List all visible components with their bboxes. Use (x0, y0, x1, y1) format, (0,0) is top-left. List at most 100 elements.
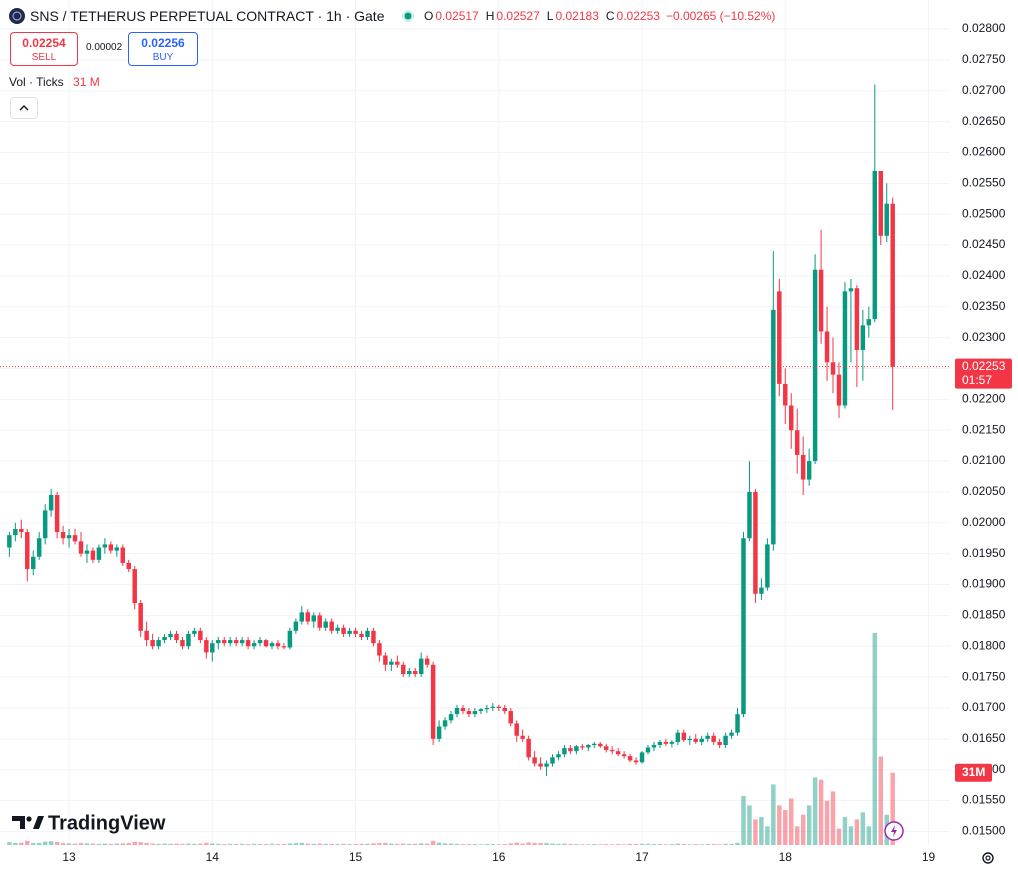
market-status (402, 10, 414, 22)
y-tick-label: 0.02400 (962, 268, 1006, 282)
candle-body (890, 203, 895, 367)
lightning-icon[interactable] (891, 825, 897, 837)
tradingview-logo: TradingView (12, 812, 166, 834)
y-tick-label: 0.02050 (962, 484, 1006, 498)
volume-bar (717, 844, 722, 845)
volume-bar (347, 844, 352, 845)
candle-body (711, 735, 716, 742)
volume-bar (741, 796, 746, 845)
candle-body (311, 615, 317, 622)
candle-body (544, 763, 549, 767)
volume-bar (359, 843, 364, 845)
volume-bar (502, 844, 507, 845)
volume-bar (383, 842, 388, 845)
volume-bar (448, 843, 454, 845)
candle-body (436, 726, 442, 739)
volume-bar (120, 843, 126, 845)
y-tick-label: 0.01700 (962, 700, 1006, 714)
candle-body (13, 528, 18, 536)
ohlc-key: C (605, 9, 615, 23)
candle-body (7, 535, 12, 548)
volume-bar (562, 843, 567, 845)
volume-bar (371, 843, 376, 845)
x-tick-label: 19 (922, 850, 936, 864)
volume-bar (430, 840, 436, 845)
candle-body (878, 170, 884, 236)
volume-bar (568, 844, 573, 845)
candle-body (759, 587, 764, 594)
y-tick-label: 0.02200 (962, 392, 1006, 406)
volume-bar (771, 784, 776, 845)
volume-bar (365, 843, 370, 845)
volume-bar (19, 842, 24, 845)
candle-body (657, 741, 663, 746)
y-tick-label: 0.02650 (962, 114, 1006, 128)
candle-body (794, 430, 800, 455)
candle-body (299, 612, 305, 622)
candle-body (281, 646, 287, 648)
candle-body (263, 640, 269, 647)
candle-body (496, 706, 502, 708)
volume-bar (198, 843, 203, 845)
candle-body (627, 756, 633, 761)
candle-body (866, 319, 872, 326)
volume-tag (955, 763, 992, 782)
volume-bar (508, 843, 513, 845)
volume-bar (627, 843, 633, 845)
candle-body (526, 738, 531, 758)
candle-body (448, 714, 454, 721)
candle-body (771, 309, 776, 545)
gear-icon[interactable] (982, 852, 994, 864)
candle-body (723, 735, 728, 746)
candle-body (598, 743, 603, 747)
volume-bar (878, 756, 884, 845)
volume-bar (789, 798, 794, 845)
volume-bar (484, 844, 490, 845)
volume-bar (675, 843, 681, 845)
gear-center[interactable] (985, 855, 991, 861)
lightning-button[interactable] (884, 821, 904, 841)
candle-body (66, 535, 72, 539)
candle-body (603, 746, 609, 750)
candle-body (717, 741, 722, 746)
volume-bar (520, 843, 525, 845)
volume-bar (603, 844, 609, 845)
volume-bar (227, 843, 233, 845)
candle-body (514, 723, 519, 736)
candle-body (168, 633, 173, 637)
volume-bar (436, 842, 442, 845)
collapse-button[interactable] (10, 97, 38, 119)
candle-body (72, 535, 78, 542)
volume-bar (538, 843, 543, 845)
candle-body (633, 760, 639, 763)
y-tick-label: 0.02550 (962, 175, 1006, 189)
volume-bar (592, 844, 597, 845)
volume-bar (233, 844, 239, 845)
candle-body (412, 670, 418, 675)
candle-body (150, 640, 155, 647)
candle-body (592, 743, 597, 746)
candle-body (54, 495, 60, 533)
candle-body (138, 603, 143, 631)
sell-label[interactable]: SELL (31, 52, 57, 63)
y-tick-label: 0.02500 (962, 206, 1006, 220)
candle-body (84, 550, 90, 554)
candle-body (180, 640, 185, 647)
volume-bar (777, 805, 782, 845)
collapse-icon[interactable] (11, 98, 37, 118)
sell-price[interactable]: 0.02254 (22, 36, 66, 50)
volume-bar (621, 844, 627, 845)
volume-bar (287, 843, 293, 845)
candle-body (812, 269, 818, 462)
chevron[interactable] (19, 105, 29, 111)
settings-button[interactable] (982, 852, 994, 864)
buy-label[interactable]: BUY (152, 52, 174, 63)
volume-bar (341, 843, 346, 845)
buy-button[interactable]: 0.02256 BUY (128, 32, 198, 66)
y-tick-label: 0.01550 (962, 793, 1006, 807)
sell-button[interactable]: 0.02254 SELL (10, 32, 78, 66)
volume-bar (72, 843, 78, 845)
volume-bar (651, 844, 657, 845)
x-tick-label: 16 (492, 850, 506, 864)
buy-price[interactable]: 0.02256 (141, 36, 185, 50)
